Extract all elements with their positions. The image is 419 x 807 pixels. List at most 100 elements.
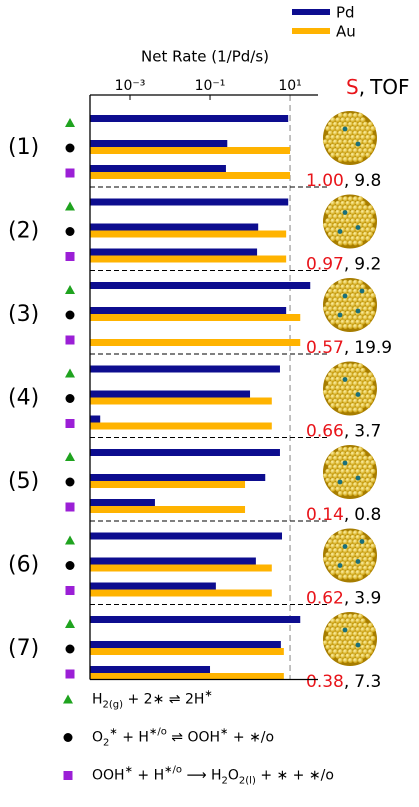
tof-value: 3.9 — [354, 589, 381, 609]
atom — [343, 658, 348, 663]
atom — [363, 148, 368, 153]
atom — [340, 117, 345, 122]
atom — [358, 447, 363, 452]
reaction-marker — [66, 586, 75, 595]
atom — [323, 473, 328, 478]
atom — [355, 469, 360, 474]
reaction-text: ⇌ OOH — [167, 730, 220, 746]
atom — [330, 377, 335, 382]
atom — [350, 201, 355, 206]
atom — [333, 223, 338, 228]
atom — [343, 240, 348, 245]
atom — [330, 636, 335, 641]
nanoparticle — [323, 612, 377, 666]
bar — [90, 398, 272, 405]
reaction-text: 2(g) — [103, 700, 124, 711]
atom — [345, 218, 350, 223]
atom — [333, 623, 338, 628]
atom — [340, 368, 345, 373]
atom — [338, 148, 343, 153]
atom — [348, 297, 353, 302]
atom — [360, 636, 365, 641]
atom — [343, 566, 348, 571]
bar — [90, 147, 290, 154]
reaction-marker — [66, 419, 75, 428]
atom — [325, 126, 330, 131]
atom — [358, 232, 363, 237]
atom — [345, 478, 350, 483]
reaction-text: OOH — [92, 768, 125, 784]
atom — [345, 535, 350, 540]
atom — [325, 552, 330, 557]
atom — [358, 363, 363, 368]
atom — [370, 210, 375, 215]
atom — [338, 574, 343, 579]
pd-atom — [343, 628, 348, 633]
atom — [338, 157, 343, 162]
atom — [368, 482, 373, 487]
atom — [365, 227, 370, 232]
selectivity-value: 1.00 — [306, 171, 344, 191]
reaction-marker — [66, 478, 75, 487]
atom — [353, 130, 358, 135]
bar — [90, 115, 288, 122]
atom — [363, 214, 368, 219]
atom — [328, 372, 333, 377]
atom — [328, 548, 333, 553]
atom — [333, 539, 338, 544]
reaction-text: ∗ — [204, 689, 212, 700]
atom — [355, 284, 360, 289]
atom — [338, 649, 343, 654]
atom — [333, 464, 338, 469]
atom — [363, 482, 368, 487]
atom — [340, 486, 345, 491]
atom — [355, 152, 360, 157]
reaction-text: ∗/o — [149, 727, 167, 738]
bar — [90, 314, 300, 321]
separator: , — [344, 422, 349, 442]
atom — [345, 385, 350, 390]
bar — [90, 666, 210, 673]
header-tof: TOF — [369, 75, 409, 99]
atom — [328, 631, 333, 636]
atom — [370, 311, 375, 316]
atom — [358, 491, 363, 496]
atom — [350, 460, 355, 465]
atom — [335, 284, 340, 289]
atom — [348, 122, 353, 127]
atom — [338, 623, 343, 628]
atom — [333, 631, 338, 636]
atom — [340, 152, 345, 157]
atom — [333, 399, 338, 404]
atom — [350, 469, 355, 474]
atom — [348, 280, 353, 285]
atom — [338, 223, 343, 228]
atom — [345, 645, 350, 650]
atom — [333, 566, 338, 571]
atom — [343, 205, 348, 210]
atom — [345, 284, 350, 289]
atom — [335, 144, 340, 149]
atom — [360, 394, 365, 399]
bar — [90, 366, 280, 373]
atom — [363, 223, 368, 228]
atom — [350, 535, 355, 540]
atom — [353, 623, 358, 628]
atom — [348, 557, 353, 562]
atom — [348, 205, 353, 210]
atom — [355, 653, 360, 658]
tof-value: 9.2 — [354, 255, 381, 275]
atom — [338, 530, 343, 535]
atom — [348, 240, 353, 245]
atom — [325, 627, 330, 632]
reaction-marker — [66, 227, 75, 236]
atom — [325, 478, 330, 483]
atom — [353, 297, 358, 302]
tof-value: 9.8 — [354, 171, 381, 191]
atom — [353, 539, 358, 544]
atom — [338, 289, 343, 294]
atom — [353, 548, 358, 553]
atom — [333, 130, 338, 135]
atom — [330, 618, 335, 623]
atom — [358, 315, 363, 320]
